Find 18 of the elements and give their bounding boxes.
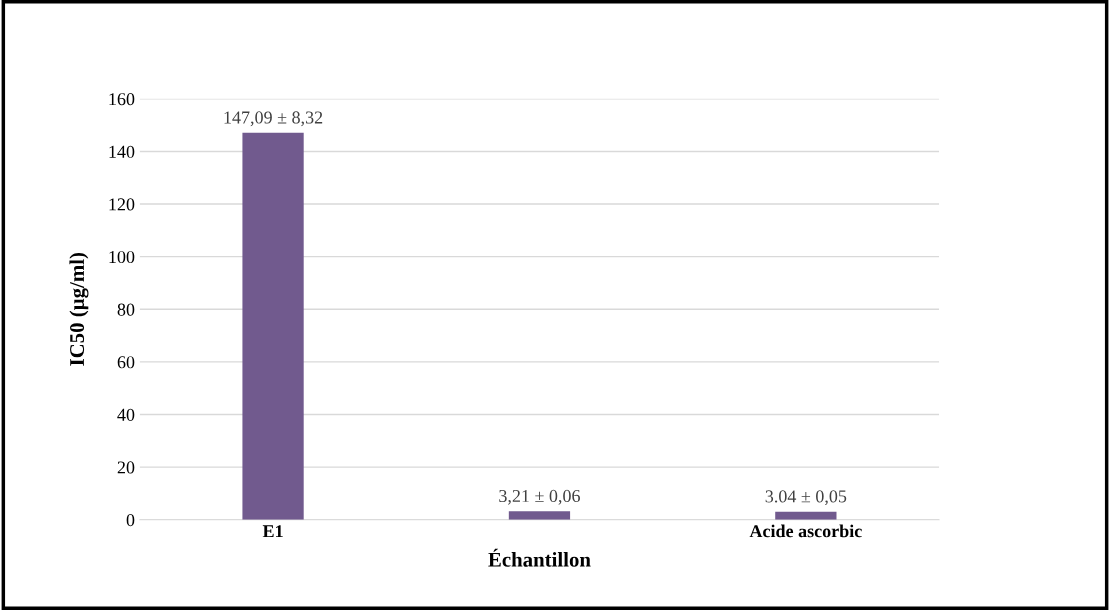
y-tick-label: 40 (117, 408, 135, 421)
y-axis-title: IC50 (µg/ml) (69, 252, 89, 366)
bar (508, 511, 571, 520)
y-tick-label: 100 (109, 250, 135, 264)
x-tick-label: E1 (262, 525, 283, 538)
y-tick-label: 140 (109, 145, 135, 158)
x-axis-title: Échantillon (488, 548, 591, 567)
y-tick-label: 120 (109, 198, 135, 211)
data-label: 3,21 ± 0,06 (499, 489, 580, 505)
y-tick-label: 80 (117, 303, 135, 316)
y-tick-label: 20 (117, 461, 135, 474)
x-tick-label: Acide ascorbic (749, 524, 862, 538)
bar (242, 132, 304, 520)
data-label: 147,09 ± 8,32 (224, 111, 323, 127)
y-tick-label: 0 (126, 513, 135, 527)
y-tick-label: 60 (117, 356, 135, 369)
data-label: 3.04 ± 0,05 (765, 490, 847, 506)
y-tick-label: 160 (109, 93, 135, 106)
